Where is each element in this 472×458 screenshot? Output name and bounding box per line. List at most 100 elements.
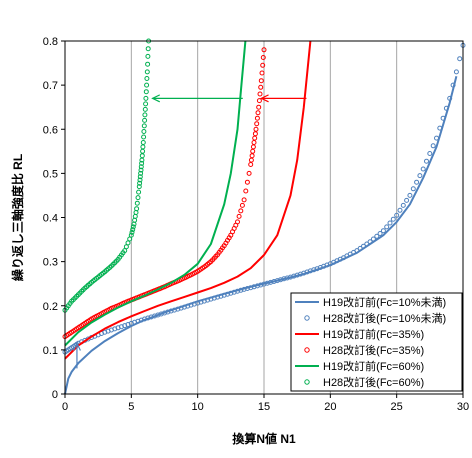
series-marker-1 — [364, 241, 370, 247]
series-marker-5 — [144, 76, 150, 81]
series-marker-5 — [141, 129, 147, 134]
series-marker-1 — [400, 202, 406, 208]
legend-swatch-marker-3 — [304, 347, 310, 353]
series-marker-3 — [244, 179, 250, 185]
series-marker-1 — [417, 173, 423, 179]
series-marker-3 — [241, 197, 247, 203]
series-marker-3 — [261, 47, 267, 53]
series-marker-5 — [128, 232, 134, 238]
series-marker-1 — [450, 82, 456, 88]
legend-label-2: H19改訂前(Fc=35%) — [323, 327, 424, 341]
series-marker-1 — [387, 220, 393, 226]
series-marker-1 — [447, 95, 453, 101]
series-marker-5 — [145, 53, 151, 59]
series-marker-5 — [138, 167, 144, 173]
y-tick-label: 0.8 — [43, 36, 58, 48]
legend-swatch-marker-1 — [304, 315, 310, 321]
series-marker-3 — [256, 98, 262, 104]
annotation-arrow-head-1 — [151, 94, 161, 103]
series-marker-3 — [260, 55, 266, 60]
series-marker-3 — [259, 70, 265, 76]
series-marker-5 — [143, 101, 149, 107]
series-marker-3 — [255, 110, 261, 116]
series-marker-3 — [252, 135, 258, 141]
series-marker-1 — [374, 233, 380, 239]
series-marker-5 — [138, 170, 144, 176]
legend: H19改訂前(Fc=10%未満) H28改訂後(Fc=10%未満) H19改訂前(F… — [290, 292, 463, 392]
series-marker-5 — [140, 140, 146, 145]
series-marker-3 — [235, 219, 240, 225]
series-marker-1 — [427, 151, 433, 156]
series-marker-1 — [380, 228, 386, 234]
series-marker-1 — [414, 179, 420, 185]
y-axis-title: 繰り返し三軸強度比 RL — [10, 154, 25, 281]
series-marker-1 — [453, 69, 459, 75]
annotation-arrow-head-2 — [72, 341, 81, 351]
series-marker-1 — [457, 56, 463, 62]
series-marker-1 — [440, 115, 446, 121]
series-marker-5 — [137, 174, 143, 180]
axis-ticks: 0 5 10 15 20 25 30 0 0.1 0.2 0.3 0.4 0.5 0.6 0.7 0.8 — [43, 36, 469, 413]
series-marker-5 — [142, 117, 148, 123]
series-marker-3 — [257, 91, 263, 97]
legend-box — [290, 292, 463, 392]
series-marker-1 — [420, 166, 426, 172]
series-marker-5 — [142, 112, 148, 118]
series-marker-5 — [134, 206, 140, 212]
legend-label-5: H28改訂後(Fc=60%) — [323, 375, 424, 389]
series-marker-3 — [243, 188, 249, 194]
series-marker-5 — [136, 189, 142, 195]
series-marker-1 — [244, 286, 250, 291]
series-marker-3 — [253, 126, 259, 132]
series-marker-3 — [250, 148, 256, 154]
series-marker-1 — [430, 143, 436, 149]
series-line-0 — [64, 76, 458, 395]
legend-label-1: H28改訂後(Fc=10%未満) — [323, 311, 446, 325]
series-marker-5 — [135, 195, 141, 201]
y-tick-label: 0.3 — [43, 257, 58, 269]
series-marker-1 — [357, 245, 363, 251]
series-marker-5 — [130, 227, 136, 233]
series-marker-1 — [384, 224, 390, 230]
series-marker-1 — [434, 135, 439, 141]
series-marker-3 — [248, 157, 254, 163]
legend-label-3: H28改訂後(Fc=35%) — [323, 343, 424, 357]
series-marker-5 — [144, 82, 150, 88]
series-marker-1 — [437, 125, 443, 131]
series-marker-1 — [367, 239, 373, 245]
series-marker-5 — [125, 240, 131, 246]
x-tick-label: 0 — [62, 401, 68, 413]
series-marker-5 — [137, 180, 143, 186]
series-marker-1 — [397, 207, 403, 213]
series-marker-1 — [370, 236, 376, 242]
y-tick-label: 0.7 — [43, 80, 58, 92]
series-marker-1 — [404, 197, 410, 203]
series-marker-5 — [129, 229, 135, 235]
y-tick-label: 0.4 — [43, 213, 58, 225]
series-marker-1 — [407, 192, 413, 198]
series-marker-5 — [145, 46, 151, 52]
annotation-arrow-head-0 — [259, 94, 269, 103]
series-marker-1 — [410, 186, 416, 192]
series-marker-1 — [281, 276, 287, 282]
y-tick-label: 0.5 — [43, 168, 58, 180]
series-marker-5 — [144, 69, 150, 75]
series-marker-5 — [122, 248, 128, 254]
annotation-layer — [72, 94, 307, 369]
series-marker-3 — [238, 208, 244, 214]
legend-swatch-marker-5 — [304, 379, 310, 385]
x-tick-label: 30 — [457, 401, 469, 413]
legend-label-4: H19改訂前(Fc=60%) — [323, 359, 424, 373]
series-marker-1 — [377, 231, 383, 236]
y-tick-label: 0.6 — [43, 124, 58, 136]
series-marker-1 — [424, 158, 429, 164]
x-axis-title: 換算N値 N1 — [232, 431, 296, 446]
y-tick-label: 0.1 — [43, 345, 58, 357]
series-marker-5 — [136, 184, 142, 190]
series-marker-5 — [143, 89, 149, 95]
series-marker-5 — [130, 224, 136, 230]
series-line-4 — [64, 40, 247, 347]
series-line-2 — [64, 40, 312, 360]
series-marker-3 — [258, 78, 264, 84]
